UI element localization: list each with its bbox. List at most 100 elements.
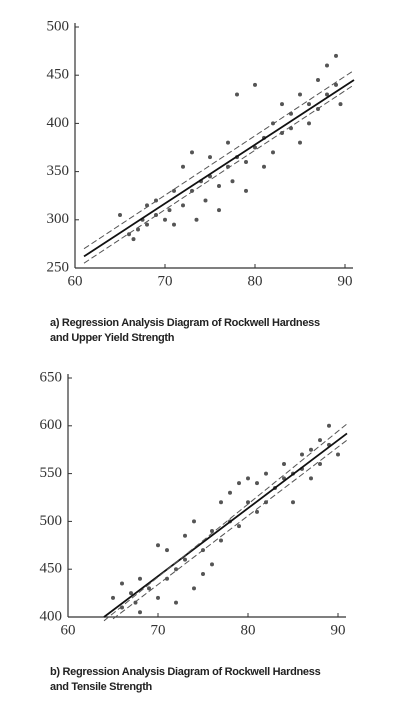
point xyxy=(237,524,241,529)
point xyxy=(334,82,338,87)
point xyxy=(165,548,169,553)
point xyxy=(208,155,212,160)
y-tick-label: 300 xyxy=(47,211,70,227)
point xyxy=(318,462,322,467)
point xyxy=(190,188,194,193)
point xyxy=(219,538,223,543)
y-tick-label: 500 xyxy=(47,18,70,34)
point xyxy=(255,481,259,486)
x-tick-label: 70 xyxy=(158,273,173,289)
chart: 400 450 500 550 600 650 60 70 80 90 xyxy=(40,369,348,638)
caption-line: b) Regression Analysis Diagram of Rockwe… xyxy=(50,666,321,678)
fit-line xyxy=(103,432,348,618)
fit-line xyxy=(83,79,355,258)
point xyxy=(131,237,136,242)
point xyxy=(280,102,284,107)
point xyxy=(219,500,223,505)
point xyxy=(282,462,286,467)
point xyxy=(118,212,122,217)
point xyxy=(246,476,250,481)
point xyxy=(167,208,172,213)
point xyxy=(271,150,275,155)
y-tick-label: 400 xyxy=(47,115,70,131)
x-tick-label: 90 xyxy=(331,622,346,638)
caption-line: and Upper Yield Strength xyxy=(50,332,175,344)
point xyxy=(309,476,313,481)
point xyxy=(217,184,221,189)
point xyxy=(226,140,230,145)
x-tick-label: 90 xyxy=(338,273,353,289)
point xyxy=(230,179,235,184)
point xyxy=(163,217,167,222)
point xyxy=(183,557,187,562)
point xyxy=(183,533,187,538)
point xyxy=(325,63,329,68)
point xyxy=(264,471,268,476)
point xyxy=(291,500,295,505)
point xyxy=(133,600,138,605)
point xyxy=(228,490,232,495)
x-tick-label: 80 xyxy=(248,273,263,289)
y-tick-label: 250 xyxy=(47,259,70,275)
point xyxy=(172,222,176,227)
point xyxy=(255,509,259,514)
point xyxy=(338,102,343,107)
point xyxy=(318,438,322,443)
point xyxy=(181,203,185,208)
point xyxy=(237,481,241,486)
y-tick-label: 400 xyxy=(40,608,63,624)
point xyxy=(181,164,185,169)
point xyxy=(174,567,178,572)
point xyxy=(309,447,313,452)
point xyxy=(334,53,338,58)
point xyxy=(307,121,311,126)
point xyxy=(244,188,248,193)
point xyxy=(190,150,194,155)
point xyxy=(235,92,239,97)
point xyxy=(316,78,320,83)
point xyxy=(336,452,340,457)
point xyxy=(172,188,176,193)
point xyxy=(300,452,304,457)
point xyxy=(327,423,331,428)
caption-line: and Tensile Strength xyxy=(50,681,152,693)
y-tick-label: 450 xyxy=(40,561,63,577)
point xyxy=(253,145,257,150)
point xyxy=(138,610,142,615)
point xyxy=(244,159,248,164)
point xyxy=(165,576,169,581)
y-tick-label: 350 xyxy=(47,163,70,179)
point xyxy=(210,562,214,567)
point xyxy=(174,600,178,605)
chart: 250 300 350 400 450 500 60 70 80 90 xyxy=(47,18,355,289)
y-tick-label: 450 xyxy=(47,67,70,83)
caption: b) Regression Analysis Diagram of Rockwe… xyxy=(50,665,321,695)
point xyxy=(194,217,199,222)
band-line xyxy=(83,84,355,264)
point xyxy=(253,82,257,87)
point xyxy=(217,208,221,213)
point xyxy=(156,595,160,600)
point xyxy=(147,586,151,591)
point xyxy=(145,222,149,227)
x-tick-label: 60 xyxy=(61,622,76,638)
caption: a) Regression Analysis Diagram of Rockwe… xyxy=(50,316,320,346)
point xyxy=(203,198,208,203)
y-tick-label: 500 xyxy=(40,513,63,529)
x-tick-label: 80 xyxy=(241,622,256,638)
point xyxy=(129,591,133,596)
point xyxy=(298,140,302,145)
band-line xyxy=(83,69,355,250)
band-line xyxy=(103,423,348,622)
y-tick-label: 600 xyxy=(40,417,63,433)
point xyxy=(298,92,302,97)
band-line xyxy=(112,439,348,620)
point xyxy=(307,102,311,107)
point xyxy=(138,576,142,581)
point xyxy=(262,164,266,169)
y-tick-label: 650 xyxy=(40,369,63,385)
x-tick-label: 60 xyxy=(68,273,83,289)
point xyxy=(156,543,160,548)
point xyxy=(246,500,250,505)
